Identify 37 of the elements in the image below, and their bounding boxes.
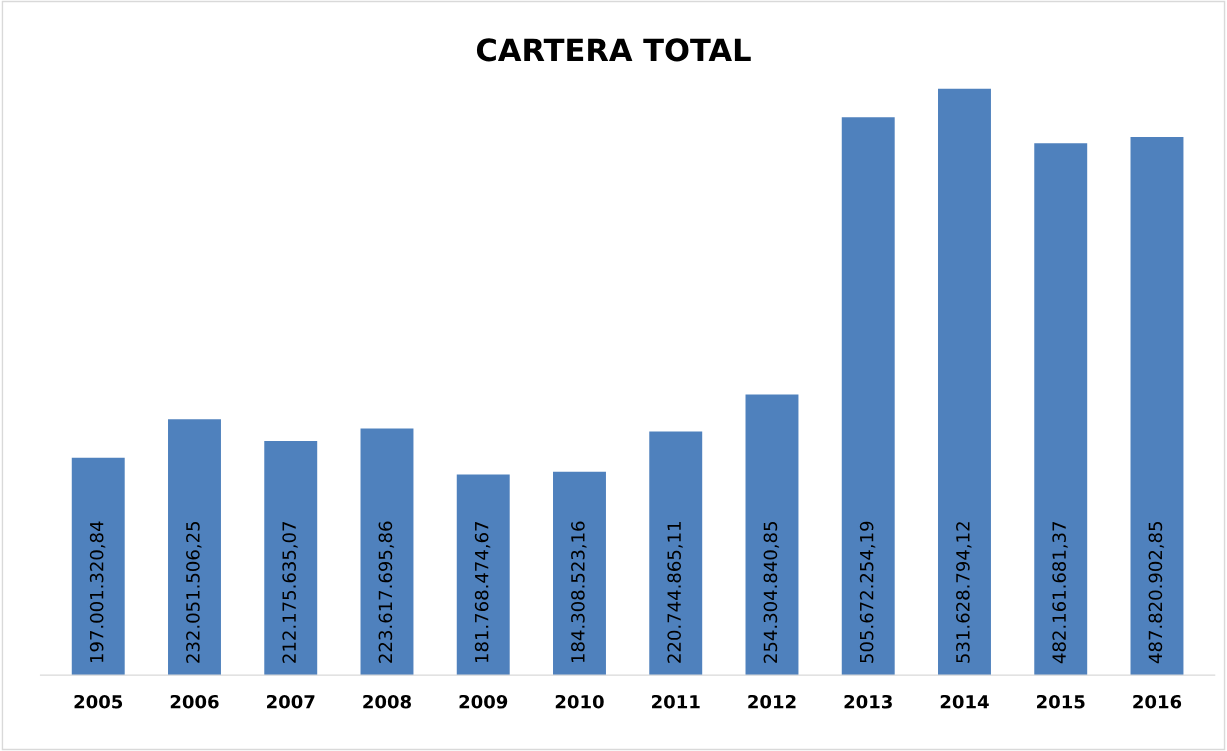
data-label: 184.308.523,16 [571, 521, 587, 663]
x-tick-label: 2015 [1037, 694, 1085, 709]
data-label: 254.304.840,85 [763, 522, 780, 663]
bar [168, 419, 221, 676]
data-label: 223.617.695,86 [378, 521, 395, 663]
x-tick-label: 2005 [74, 694, 123, 709]
x-tick-label: 2012 [748, 694, 796, 709]
bar [553, 471, 606, 676]
x-tick-label: 2014 [940, 694, 989, 709]
bar [938, 88, 991, 676]
data-label: 181.768.474,67 [474, 522, 491, 663]
data-label: 482.161.681,37 [1052, 522, 1068, 664]
bar [71, 457, 125, 676]
x-tick-label: 2011 [652, 694, 700, 709]
bar [264, 441, 318, 676]
x-tick-label: 2016 [1133, 694, 1182, 709]
data-label: 220.744.865,11 [667, 522, 683, 663]
x-tick-label: 2008 [363, 694, 411, 709]
chart-title: CARTERA TOTAL [476, 38, 751, 62]
bar [360, 428, 414, 676]
x-tick-label: 2006 [170, 694, 219, 709]
data-label: 212.175.635,07 [282, 522, 298, 663]
data-label: 487.820.902,85 [1148, 522, 1165, 664]
bar [456, 474, 510, 676]
x-tick-label: 2007 [267, 694, 315, 709]
bar [745, 394, 799, 676]
data-label: 197.001.320,84 [89, 521, 106, 663]
bar [1130, 136, 1184, 676]
bar [1034, 143, 1088, 676]
x-tick-label: 2013 [844, 694, 892, 709]
x-tick-label: 2010 [555, 694, 604, 709]
data-label: 531.628.794,12 [956, 522, 972, 663]
bar [649, 431, 703, 676]
bar [841, 117, 895, 676]
data-label: 232.051.506,25 [186, 522, 202, 663]
data-label: 505.672.254,19 [859, 521, 876, 663]
x-tick-label: 2009 [459, 694, 508, 709]
